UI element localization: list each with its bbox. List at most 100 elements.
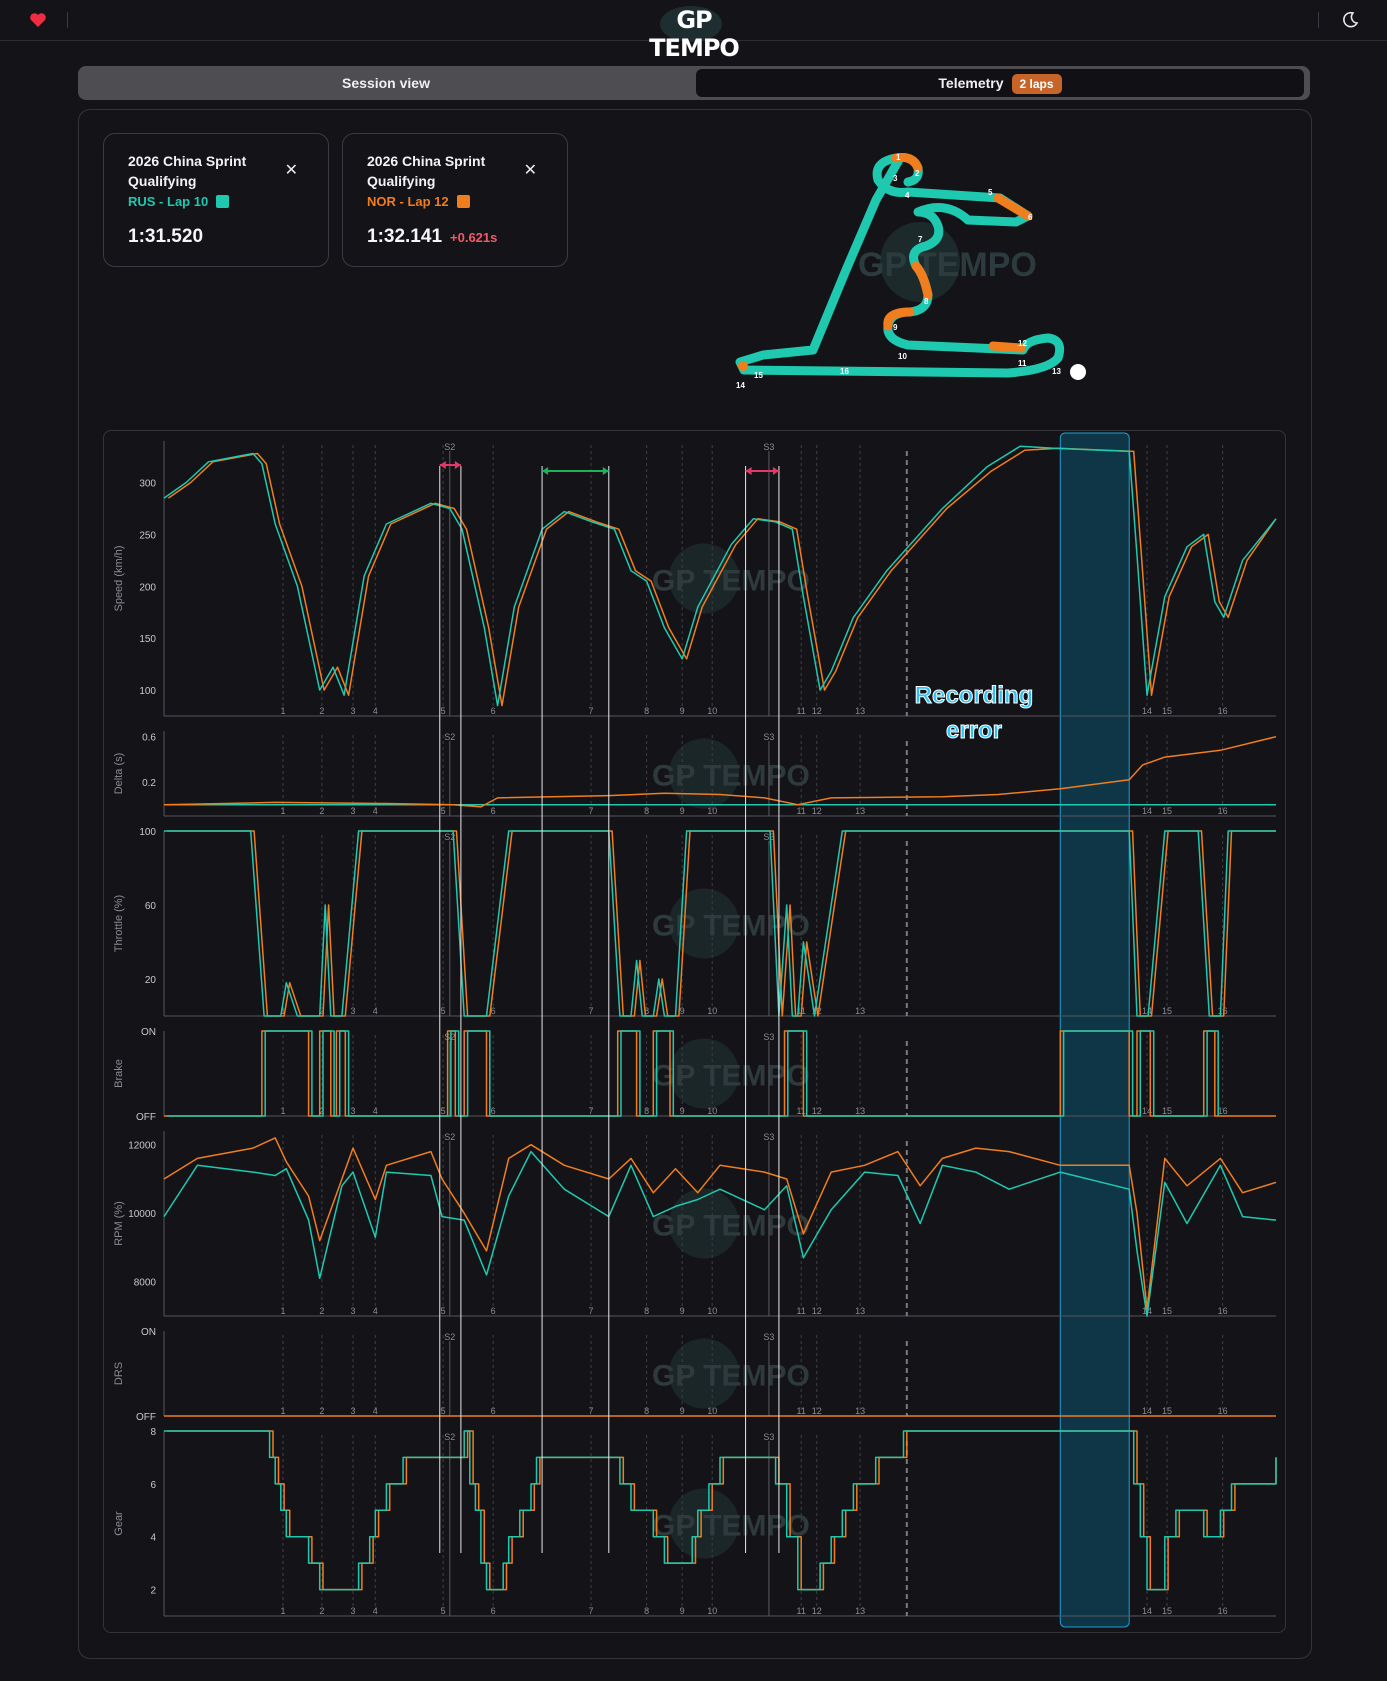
lap-driver: RUS - Lap 10 — [128, 194, 230, 209]
corner-tick-label: 15 — [1162, 1306, 1172, 1316]
corner-tick-label: 6 — [491, 1306, 496, 1316]
track-segment — [993, 193, 1033, 221]
lap-event: 2026 China Sprint Qualifying — [367, 153, 486, 189]
corner-tick-label: 8 — [644, 1106, 649, 1116]
y-axis-label: Delta (s) — [113, 753, 125, 795]
corner-tick-label: 2 — [319, 1306, 324, 1316]
corner-tick-label: 7 — [589, 1006, 594, 1016]
corner-label: 9 — [893, 323, 898, 332]
corner-tick-label: 14 — [1142, 1106, 1152, 1116]
corner-tick-label: 3 — [351, 706, 356, 716]
lap-time: 1:32.141 +0.621s — [367, 226, 497, 248]
sector-label: S2 — [444, 1032, 455, 1042]
sector-label: S2 — [444, 1332, 455, 1342]
watermark-blob — [669, 1488, 739, 1559]
lap-driver-label: NOR - Lap 12 — [367, 194, 449, 209]
corner-tick-label: 10 — [707, 1306, 717, 1316]
corner-tick-label: 10 — [707, 806, 717, 816]
lap-time: 1:31.520 — [128, 226, 203, 248]
corner-tick-label: 5 — [441, 1106, 446, 1116]
watermark-text: GP TEMPO — [652, 1510, 810, 1543]
corner-tick-label: 10 — [707, 1006, 717, 1016]
throttle-line-rus — [164, 830, 1276, 1017]
telemetry-chart[interactable]: GP TEMPO GP TEMPO GP TEMPO GP TEMPO GP TEMPO… — [103, 430, 1286, 1633]
gap-arrowhead — [772, 467, 779, 475]
corner-tick-label: 3 — [351, 1306, 356, 1316]
y-tick-label: 12000 — [128, 1141, 156, 1152]
edit-icon[interactable] — [456, 195, 470, 208]
corner-tick-label: 3 — [351, 1106, 356, 1116]
corner-tick-label: 11 — [797, 1606, 806, 1616]
corner-tick-label: 8 — [644, 806, 649, 816]
divider — [67, 12, 68, 28]
corner-tick-label: 3 — [351, 1406, 356, 1416]
tab-telemetry[interactable]: Telemetry 2 laps — [696, 69, 1304, 97]
corner-tick-label: 1 — [280, 1006, 285, 1016]
corner-tick-label: 1 — [280, 1606, 285, 1616]
corner-tick-label: 16 — [1218, 1106, 1228, 1116]
watermark-blob — [669, 738, 739, 809]
edit-icon[interactable] — [216, 195, 230, 208]
corner-tick-label: 14 — [1142, 1006, 1152, 1016]
track-map: GP TEMPO 1 2 3 4 5 6 7 8 9 10 11 12 13 1… — [735, 153, 1086, 390]
gap-arrowhead — [454, 461, 461, 469]
corner-tick-label: 13 — [855, 1006, 865, 1016]
view-tabs: Session view Telemetry 2 laps — [78, 66, 1310, 100]
corner-tick-label: 10 — [707, 1606, 717, 1616]
y-tick-label: 200 — [139, 582, 156, 593]
corner-label: 7 — [918, 235, 923, 244]
corner-tick-label: 4 — [373, 706, 378, 716]
corner-tick-label: 4 — [373, 1106, 378, 1116]
corner-tick-label: 8 — [644, 1606, 649, 1616]
lap-card[interactable]: 2026 China Sprint Qualifying ✕ NOR - Lap… — [342, 133, 568, 267]
corner-tick-label: 9 — [680, 1006, 685, 1016]
corner-tick-label: 16 — [1218, 706, 1228, 716]
corner-tick-label: 9 — [680, 806, 685, 816]
corner-tick-label: 13 — [855, 806, 865, 816]
lap-driver: NOR - Lap 12 — [367, 194, 470, 209]
tab-telemetry-label: Telemetry — [938, 75, 1004, 91]
corner-tick-label: 16 — [1218, 806, 1228, 816]
corner-tick-label: 2 — [319, 1606, 324, 1616]
corner-tick-label: 15 — [1162, 706, 1172, 716]
y-tick-label: 100 — [139, 827, 156, 838]
corner-label: 4 — [905, 191, 910, 200]
corner-tick-label: 11 — [797, 1406, 806, 1416]
y-tick-label: 6 — [150, 1480, 156, 1491]
sector-label: S2 — [444, 732, 455, 742]
moon-icon[interactable] — [1340, 10, 1360, 30]
track-segment — [883, 307, 915, 331]
corner-tick-label: 11 — [797, 706, 806, 716]
y-tick-label: 100 — [139, 686, 156, 697]
y-tick-label: 0.2 — [142, 778, 156, 789]
corner-tick-label: 12 — [812, 706, 822, 716]
corner-label: 13 — [1052, 367, 1061, 376]
corner-tick-label: 7 — [589, 1606, 594, 1616]
tab-session-view[interactable]: Session view — [342, 75, 430, 91]
y-tick-label: OFF — [136, 1412, 156, 1423]
sector-label: S2 — [444, 442, 455, 452]
close-icon[interactable]: ✕ — [284, 162, 298, 179]
gap-arrowhead — [439, 461, 446, 469]
corner-tick-label: 13 — [855, 1106, 865, 1116]
lap-delta: +0.621s — [450, 230, 498, 245]
corner-tick-label: 7 — [589, 1306, 594, 1316]
corner-tick-label: 8 — [644, 1406, 649, 1416]
corner-tick-label: 6 — [491, 1606, 496, 1616]
telemetry-plot[interactable]: GP TEMPO GP TEMPO GP TEMPO GP TEMPO GP TEMPO… — [104, 431, 1285, 1632]
track-segment — [988, 341, 1026, 353]
corner-tick-label: 10 — [707, 1406, 717, 1416]
track-outline — [735, 153, 1065, 378]
corner-tick-label: 1 — [280, 806, 285, 816]
lap-card[interactable]: 2026 China Sprint Qualifying ✕ RUS - Lap… — [103, 133, 329, 267]
corner-tick-label: 12 — [812, 1106, 822, 1116]
corner-label: 5 — [988, 188, 993, 197]
y-tick-label: 20 — [145, 975, 157, 986]
close-icon[interactable]: ✕ — [523, 162, 537, 179]
app-logo[interactable]: GP TEMPO — [649, 6, 740, 62]
corner-tick-label: 11 — [797, 1106, 806, 1116]
corner-tick-label: 6 — [491, 1006, 496, 1016]
y-axis-label: Brake — [113, 1059, 125, 1088]
corner-tick-label: 5 — [441, 1306, 446, 1316]
heart-icon[interactable] — [28, 10, 48, 30]
